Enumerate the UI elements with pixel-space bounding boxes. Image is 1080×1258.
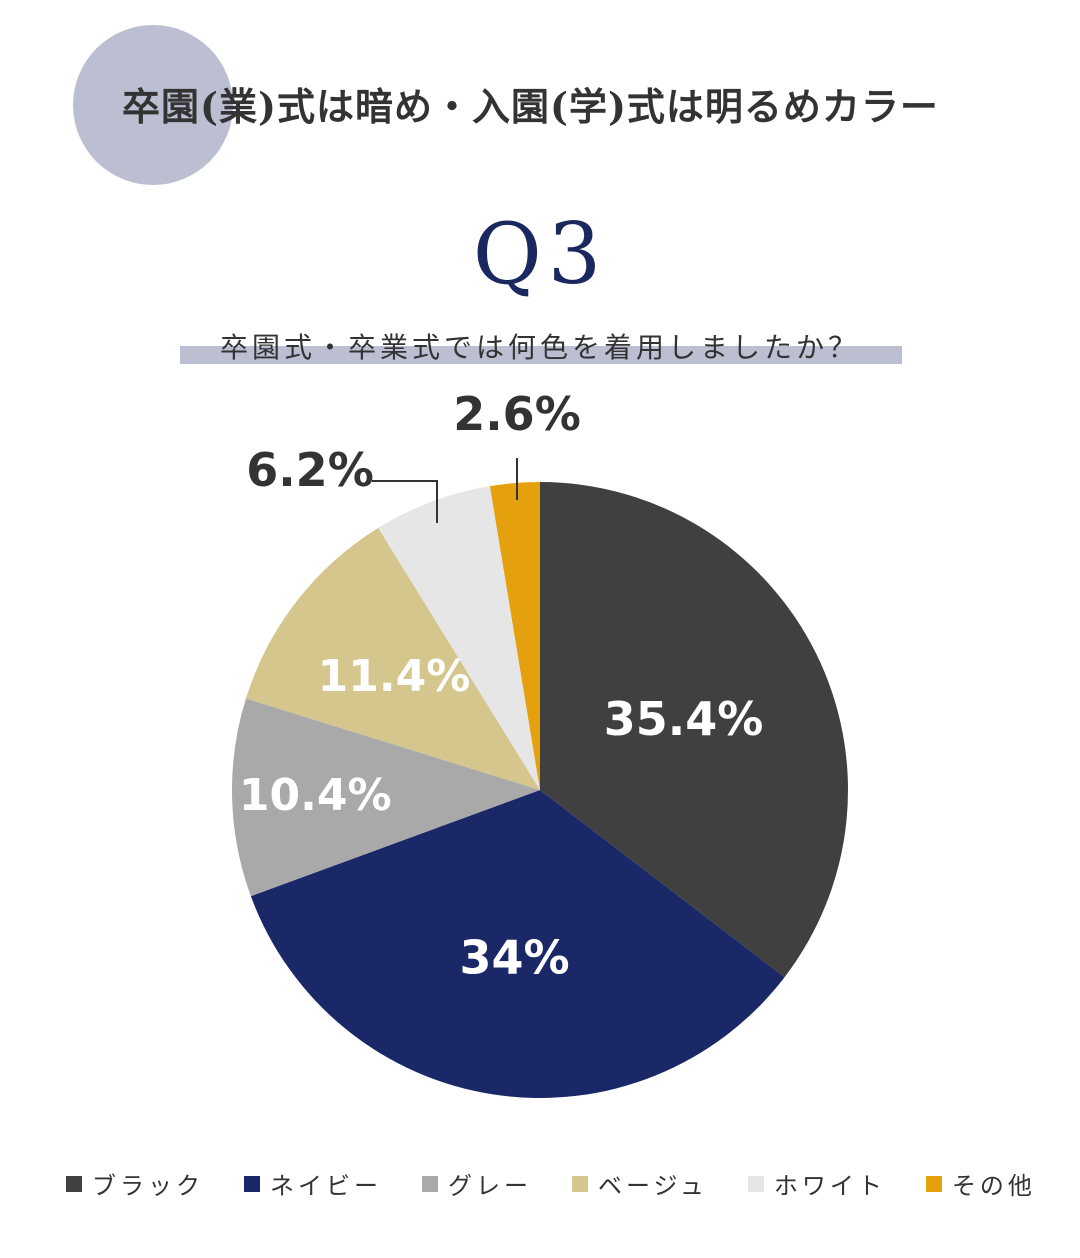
legend-swatch: [925, 1175, 942, 1192]
data-label-6: 2.6%: [453, 387, 581, 441]
pie-slice-5: [378, 486, 540, 790]
legend-label: ベージュ: [598, 1172, 708, 1200]
pie-slice-6: [489, 482, 540, 790]
legend-item-3: グレー: [422, 1166, 532, 1201]
legend-label: その他: [951, 1172, 1036, 1200]
legend-swatch: [66, 1175, 82, 1192]
legend-label: グレー: [448, 1172, 532, 1200]
header-circle: [73, 25, 233, 185]
legend-label: ホワイト: [773, 1172, 886, 1200]
leader-line-5: [372, 480, 438, 523]
data-label-4: 11.4%: [318, 651, 471, 702]
pie-slice-3: [231, 698, 540, 897]
legend-label: ネイビー: [270, 1172, 382, 1200]
question-number: Q3: [472, 205, 608, 303]
data-label-1: 35.4%: [604, 692, 764, 746]
data-label-5: 6.2%: [246, 443, 374, 497]
legend-item-1: ブラック: [66, 1166, 204, 1201]
legend-item-2: ネイビー: [244, 1166, 382, 1201]
question-underline-bar: [180, 346, 902, 364]
legend-swatch: [747, 1175, 764, 1192]
legend-item-5: ホワイト: [747, 1166, 886, 1201]
chart-legend: ブラック ネイビー グレー ベージュ ホワイト その他: [66, 1166, 1076, 1201]
data-label-2: 34%: [459, 930, 569, 984]
legend-swatch: [244, 1175, 260, 1192]
legend-label: ブラック: [92, 1172, 204, 1200]
header-title: 卒園(業)式は暗め・入園(学)式は明るめカラー: [122, 84, 939, 129]
question-text: 卒園式・卒業式では何色を着用しましたか？: [219, 331, 860, 364]
legend-item-6: その他: [925, 1166, 1036, 1201]
legend-item-4: ベージュ: [572, 1166, 708, 1201]
data-label-3: 10.4%: [239, 770, 392, 821]
pie-slice-4: [245, 527, 540, 790]
legend-swatch: [572, 1175, 588, 1192]
pie-slice-1: [540, 482, 848, 978]
legend-swatch: [422, 1175, 438, 1192]
pie-slice-2: [250, 790, 785, 1098]
